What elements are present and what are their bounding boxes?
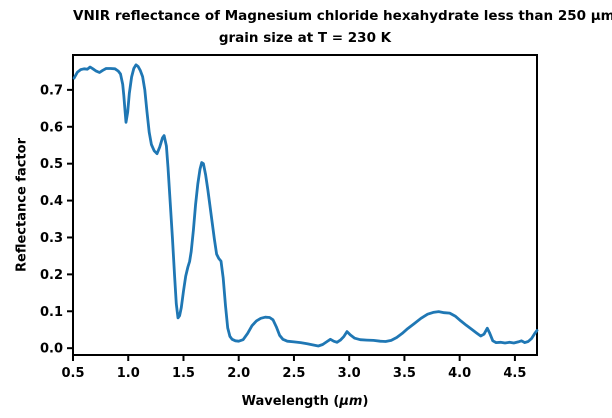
x-axis-label-close: ) bbox=[362, 394, 369, 409]
reflectance-curve bbox=[72, 63, 539, 348]
plot-frame bbox=[72, 54, 538, 356]
x-tick-label: 0.5 bbox=[61, 366, 84, 381]
x-tick-label: 4.0 bbox=[448, 366, 471, 381]
y-tick-label: 0.0 bbox=[40, 342, 63, 357]
chart-title-line2: grain size at T = 230 K bbox=[218, 30, 392, 46]
chart-title: VNIR reflectance of Magnesium chloride h… bbox=[73, 5, 612, 49]
y-tick-label: 0.7 bbox=[40, 83, 63, 98]
y-tick-label: 0.6 bbox=[40, 120, 63, 135]
y-tick-label: 0.3 bbox=[40, 231, 63, 246]
x-axis-label-text: Wavelength ( bbox=[241, 394, 340, 409]
x-tick-label: 1.0 bbox=[117, 366, 140, 381]
y-tick-label: 0.2 bbox=[40, 268, 63, 283]
x-tick-label: 3.5 bbox=[393, 366, 416, 381]
y-tick-label: 0.5 bbox=[40, 157, 63, 172]
chart-title-line1: VNIR reflectance of Magnesium chloride h… bbox=[73, 8, 612, 24]
x-tick-label: 2.0 bbox=[227, 366, 250, 381]
x-axis-label-unit: μm bbox=[339, 394, 363, 409]
x-tick-label: 1.5 bbox=[172, 366, 195, 381]
y-tick-label: 0.4 bbox=[40, 194, 63, 209]
x-axis-label: Wavelength (μm) bbox=[73, 394, 537, 409]
x-tick-label: 4.5 bbox=[503, 366, 526, 381]
y-tick-label: 0.1 bbox=[40, 305, 63, 320]
x-tick-label: 3.0 bbox=[338, 366, 361, 381]
x-tick-label: 2.5 bbox=[282, 366, 305, 381]
